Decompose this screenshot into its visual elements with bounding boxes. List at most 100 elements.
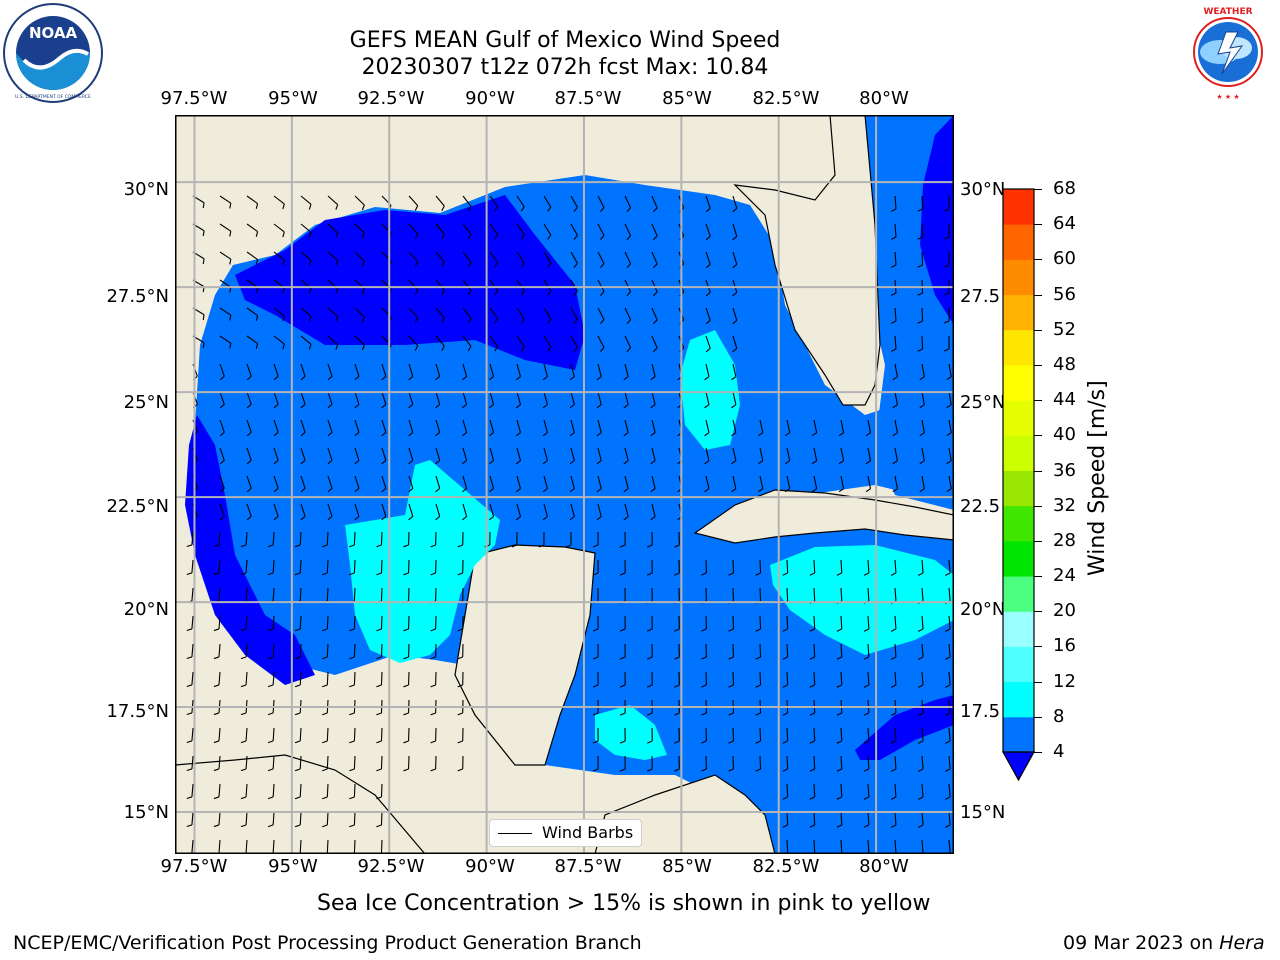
wind-barb — [430, 727, 437, 744]
wind-barb — [650, 363, 656, 381]
wind-barb — [349, 727, 356, 744]
wind-barb — [246, 307, 259, 321]
wind-barb — [732, 251, 738, 269]
colorbar-tick-label: 48 — [1053, 353, 1076, 375]
wind-barb — [863, 671, 870, 688]
wind-barb — [890, 559, 897, 576]
wind-barb — [647, 755, 653, 772]
wind-barb — [273, 363, 279, 381]
wind-barb — [186, 615, 194, 632]
wind-barb — [782, 755, 789, 772]
wind-barb — [219, 503, 225, 521]
wind-barb — [322, 727, 329, 744]
wind-barb — [488, 419, 495, 437]
credit-text: NCEP/EMC/Verification Post Processing Pr… — [13, 932, 642, 954]
wind-barb — [240, 811, 248, 828]
lon-tick-top: 82.5°W — [752, 88, 820, 109]
wind-barb — [435, 279, 445, 295]
wind-barb — [943, 195, 950, 212]
wind-barb — [863, 615, 870, 632]
wind-barb — [917, 811, 924, 828]
wind-barb — [647, 671, 653, 688]
wind-barb — [755, 615, 762, 632]
wind-barb — [946, 391, 952, 409]
wind-barb — [784, 419, 791, 437]
wind-barb — [728, 559, 735, 576]
wind-barb — [674, 615, 680, 632]
wind-barb — [354, 251, 365, 267]
wind-barb — [597, 335, 605, 352]
wind-barb — [294, 615, 302, 632]
wind-barb — [919, 363, 925, 381]
wind-barb — [403, 727, 410, 744]
colorbar-tick-label: 40 — [1053, 424, 1076, 446]
wind-barb — [300, 503, 306, 521]
wind-barb — [919, 447, 925, 465]
wind-barb — [597, 279, 605, 296]
wind-barb — [489, 251, 499, 268]
wind-barb — [731, 475, 737, 493]
colorbar-segment — [1003, 259, 1034, 296]
wind-barb — [624, 335, 632, 353]
wind-barb — [917, 755, 924, 772]
wind-barb — [213, 559, 221, 576]
wind-barb — [836, 559, 843, 576]
wind-barb — [294, 811, 302, 828]
wind-barb — [273, 503, 279, 521]
wind-barb — [186, 727, 194, 744]
colorbar-tick-label: 4 — [1053, 741, 1065, 762]
wind-barb — [592, 559, 599, 576]
wind-barb — [809, 727, 816, 744]
wind-barb — [705, 223, 711, 241]
wind-barb — [462, 475, 468, 493]
wind-barb — [674, 671, 680, 688]
wind-barb — [213, 727, 221, 744]
wind-barb — [917, 727, 924, 744]
wind-barb — [408, 475, 414, 493]
wind-barb — [430, 671, 437, 688]
wind-barb — [403, 671, 410, 688]
moderate-wind-caribbean — [770, 545, 954, 655]
wind-barb — [651, 195, 658, 213]
colorbar-tick-mark — [1034, 505, 1042, 507]
wind-barb — [570, 223, 578, 240]
lat-tick-right: 20°N — [960, 599, 1006, 620]
wind-barb — [430, 615, 437, 632]
wind-barb — [376, 811, 383, 828]
wind-barb — [623, 475, 629, 493]
wind-barb — [809, 643, 816, 660]
wind-barb — [376, 755, 383, 772]
colorbar-tick-label: 28 — [1053, 529, 1076, 551]
lat-tick-left: 22.5°N — [106, 496, 169, 517]
wind-barb — [408, 223, 419, 239]
wind-barb — [728, 755, 735, 772]
wind-barb — [213, 615, 221, 632]
lon-tick-bottom: 95°W — [268, 856, 318, 877]
wind-barb — [647, 531, 653, 548]
svg-text:★ ★ ★: ★ ★ ★ — [1216, 93, 1239, 101]
wind-barb — [300, 363, 306, 381]
wind-barb — [565, 531, 572, 548]
wind-barb — [354, 223, 365, 239]
wind-barb — [435, 195, 445, 211]
wind-barb — [809, 811, 816, 828]
wind-barb — [890, 615, 897, 632]
wind-barb — [267, 727, 275, 744]
wind-barb — [836, 643, 843, 660]
colorbar-tick-mark — [1034, 716, 1042, 718]
wind-barb — [865, 419, 872, 437]
wind-barb — [890, 251, 897, 268]
wind-barb — [381, 363, 387, 381]
wind-barb — [376, 531, 383, 548]
wind-barb — [782, 615, 789, 632]
wind-barb — [300, 391, 306, 409]
wind-barb — [488, 475, 495, 493]
colorbar-tick-mark — [1034, 259, 1042, 261]
low-wind-atlantic — [920, 115, 954, 325]
wind-barb — [457, 531, 464, 548]
colorbar-tick-label: 8 — [1053, 705, 1065, 727]
wind-barb — [538, 531, 545, 548]
low-wind-honduras — [855, 695, 954, 760]
wind-barb — [435, 503, 441, 521]
wind-barb — [705, 307, 711, 325]
